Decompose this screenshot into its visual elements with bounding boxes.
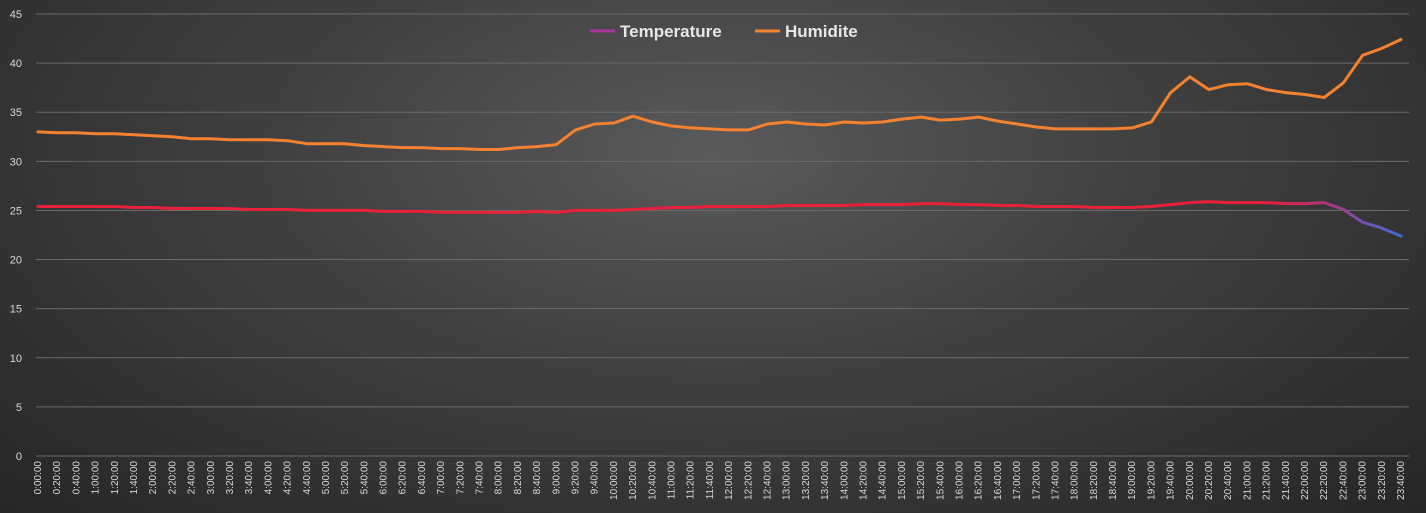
x-axis-tick-labels: 0:00:00 0:20:00 0:40:00 1:00:00 1:20:00 1:40:… — [33, 461, 1407, 500]
humidite-line — [36, 38, 1403, 151]
x-tick-label: 19:40:00 — [1166, 461, 1177, 500]
x-tick-label: 13:00:00 — [782, 461, 793, 500]
x-tick-label: 14:00:00 — [839, 461, 850, 500]
x-tick-label: 16:40:00 — [993, 461, 1004, 500]
x-tick-label: 16:00:00 — [954, 461, 965, 500]
x-tick-label: 7:00:00 — [436, 461, 447, 495]
x-tick-label: 3:00:00 — [206, 461, 217, 495]
x-tick-label: 17:20:00 — [1031, 461, 1042, 500]
x-tick-label: 8:20:00 — [513, 461, 524, 495]
x-tick-label: 23:20:00 — [1377, 461, 1388, 500]
x-tick-label: 7:40:00 — [475, 461, 486, 495]
x-tick-label: 13:20:00 — [801, 461, 812, 500]
x-tick-label: 18:20:00 — [1089, 461, 1100, 500]
legend: Temperature Humidite — [590, 22, 858, 41]
x-tick-label: 1:40:00 — [129, 461, 140, 495]
y-tick-label: 40 — [10, 58, 22, 70]
x-tick-label: 4:00:00 — [263, 461, 274, 495]
x-tick-label: 5:40:00 — [359, 461, 370, 495]
x-tick-label: 18:40:00 — [1108, 461, 1119, 500]
x-tick-label: 11:40:00 — [705, 461, 716, 500]
x-tick-label: 0:00:00 — [33, 461, 44, 495]
x-tick-label: 10:20:00 — [628, 461, 639, 500]
x-tick-label: 14:40:00 — [878, 461, 889, 500]
y-tick-label: 20 — [10, 255, 22, 267]
y-tick-label: 45 — [10, 9, 22, 21]
y-tick-label: 15 — [10, 304, 22, 316]
x-tick-label: 8:40:00 — [532, 461, 543, 495]
x-tick-label: 19:00:00 — [1127, 461, 1138, 500]
x-tick-label: 8:00:00 — [494, 461, 505, 495]
x-tick-label: 10:00:00 — [609, 461, 620, 500]
x-tick-label: 20:00:00 — [1185, 461, 1196, 500]
x-tick-label: 21:00:00 — [1242, 461, 1253, 500]
x-tick-label: 22:40:00 — [1338, 461, 1349, 500]
x-tick-label: 4:20:00 — [283, 461, 294, 495]
x-tick-label: 18:00:00 — [1070, 461, 1081, 500]
x-tick-label: 21:40:00 — [1281, 461, 1292, 500]
x-tick-label: 21:20:00 — [1262, 461, 1273, 500]
x-tick-label: 23:00:00 — [1358, 461, 1369, 500]
y-tick-label: 0 — [16, 451, 22, 463]
x-tick-label: 6:20:00 — [398, 461, 409, 495]
y-tick-label: 35 — [10, 107, 22, 119]
x-tick-label: 0:40:00 — [71, 461, 82, 495]
x-tick-label: 7:20:00 — [455, 461, 466, 495]
x-tick-label: 5:00:00 — [321, 461, 332, 495]
legend-temperature-label: Temperature — [620, 22, 722, 41]
x-tick-label: 4:40:00 — [302, 461, 313, 495]
x-tick-label: 12:20:00 — [743, 461, 754, 500]
x-tick-label: 19:20:00 — [1146, 461, 1157, 500]
legend-humidite-label: Humidite — [785, 22, 858, 41]
x-tick-label: 2:20:00 — [167, 461, 178, 495]
x-tick-label: 17:40:00 — [1050, 461, 1061, 500]
x-tick-label: 1:00:00 — [91, 461, 102, 495]
y-tick-label: 10 — [10, 353, 22, 365]
x-tick-label: 15:40:00 — [935, 461, 946, 500]
x-tick-label: 14:20:00 — [858, 461, 869, 500]
x-tick-label: 12:00:00 — [724, 461, 735, 500]
x-tick-label: 2:40:00 — [187, 461, 198, 495]
x-tick-label: 20:20:00 — [1204, 461, 1215, 500]
x-tick-label: 6:40:00 — [417, 461, 428, 495]
x-tick-label: 11:00:00 — [667, 461, 678, 500]
x-tick-label: 2:00:00 — [148, 461, 159, 495]
temperature-line — [36, 200, 1403, 238]
gridlines — [36, 13, 1409, 457]
x-tick-label: 15:00:00 — [897, 461, 908, 500]
x-tick-label: 6:00:00 — [379, 461, 390, 495]
y-tick-label: 30 — [10, 156, 22, 168]
x-tick-label: 15:20:00 — [916, 461, 927, 500]
x-tick-label: 3:40:00 — [244, 461, 255, 495]
x-tick-label: 12:40:00 — [762, 461, 773, 500]
x-tick-label: 17:00:00 — [1012, 461, 1023, 500]
x-tick-label: 9:40:00 — [590, 461, 601, 495]
x-tick-label: 9:20:00 — [571, 461, 582, 495]
x-tick-label: 0:20:00 — [52, 461, 63, 495]
x-tick-label: 16:20:00 — [974, 461, 985, 500]
x-tick-label: 1:20:00 — [110, 461, 121, 495]
series-lines — [36, 38, 1403, 238]
y-tick-label: 25 — [10, 205, 22, 217]
x-tick-label: 11:20:00 — [686, 461, 697, 500]
x-tick-label: 20:40:00 — [1223, 461, 1234, 500]
x-tick-label: 23:40:00 — [1396, 461, 1407, 500]
x-tick-label: 22:00:00 — [1300, 461, 1311, 500]
x-tick-label: 3:20:00 — [225, 461, 236, 495]
x-tick-label: 5:20:00 — [340, 461, 351, 495]
y-axis-tick-labels: 0 5 10 15 20 25 30 35 40 45 — [10, 9, 22, 463]
x-tick-label: 13:40:00 — [820, 461, 831, 500]
x-tick-label: 9:00:00 — [551, 461, 562, 495]
y-tick-label: 5 — [16, 402, 22, 414]
x-tick-label: 10:40:00 — [647, 461, 658, 500]
x-tick-label: 22:20:00 — [1319, 461, 1330, 500]
